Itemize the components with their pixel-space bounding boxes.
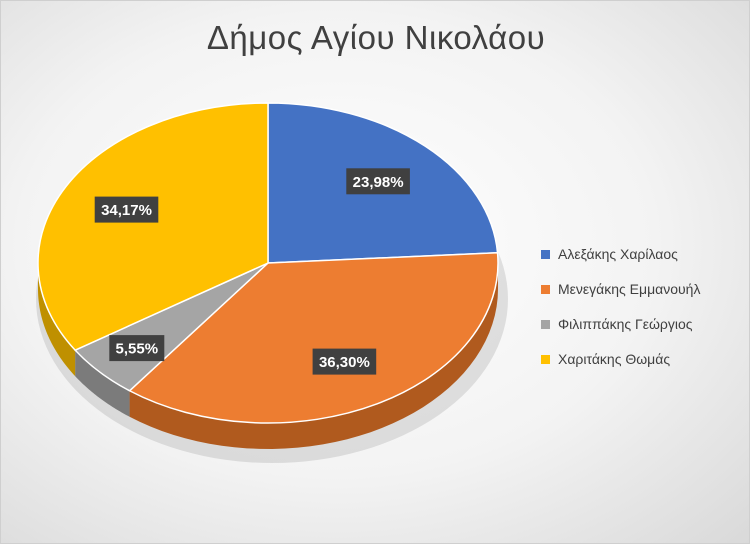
legend-item-4: Χαριτάκης Θωμάς bbox=[541, 348, 746, 370]
chart-title: Δήμος Αγίου Νικολάου bbox=[206, 19, 546, 56]
pie-top-faces bbox=[37, 102, 499, 424]
legend-swatch bbox=[541, 284, 550, 294]
slice-3-data-label-box bbox=[109, 335, 165, 362]
legend-item-3: Φιλιππάκης Γεώργιος bbox=[541, 313, 746, 335]
legend-swatch bbox=[541, 249, 550, 259]
slice-2-side bbox=[129, 263, 498, 449]
legend: Αλεξάκης Χαρίλαος Μενεγάκης Εμμανουήλ Φιλι… bbox=[541, 243, 746, 383]
slice-1-data-label-text: 23,98% bbox=[353, 174, 404, 191]
legend-label: Αλεξάκης Χαρίλαος bbox=[558, 246, 678, 262]
slice-2-data-label-box bbox=[312, 348, 377, 375]
slice-2-data-label-text: 36,30% bbox=[319, 354, 370, 371]
legend-label: Φιλιππάκης Γεώργιος bbox=[558, 316, 693, 332]
legend-swatch bbox=[541, 319, 550, 329]
slice-2 bbox=[128, 252, 499, 424]
slice-1-data-label-box bbox=[346, 168, 410, 195]
slice-3-data-label-text: 5,55% bbox=[116, 341, 159, 358]
slice-2-data-label: 36,30% bbox=[312, 348, 377, 375]
slice-4 bbox=[37, 102, 269, 351]
pie-side-walls bbox=[38, 263, 498, 449]
legend-label: Χαριτάκης Θωμάς bbox=[558, 351, 671, 367]
legend-item-1: Αλεξάκης Χαρίλαος bbox=[541, 243, 746, 265]
slice-4-data-label-text: 34,17% bbox=[101, 202, 152, 219]
legend-item-2: Μενεγάκης Εμμανουήλ bbox=[541, 278, 746, 300]
slice-4-side bbox=[38, 263, 76, 377]
legend-label: Μενεγάκης Εμμανουήλ bbox=[558, 281, 701, 297]
data-labels: 23,98% 36,30% 5,55% 34,17% bbox=[94, 168, 410, 375]
slice-1-data-label: 23,98% bbox=[346, 168, 410, 195]
slice-3-side bbox=[75, 350, 130, 417]
slice-4-data-label: 34,17% bbox=[94, 196, 159, 223]
slice-4-data-label-box bbox=[94, 196, 159, 223]
legend-swatch bbox=[541, 354, 550, 364]
slice-3-data-label: 5,55% bbox=[109, 335, 165, 362]
